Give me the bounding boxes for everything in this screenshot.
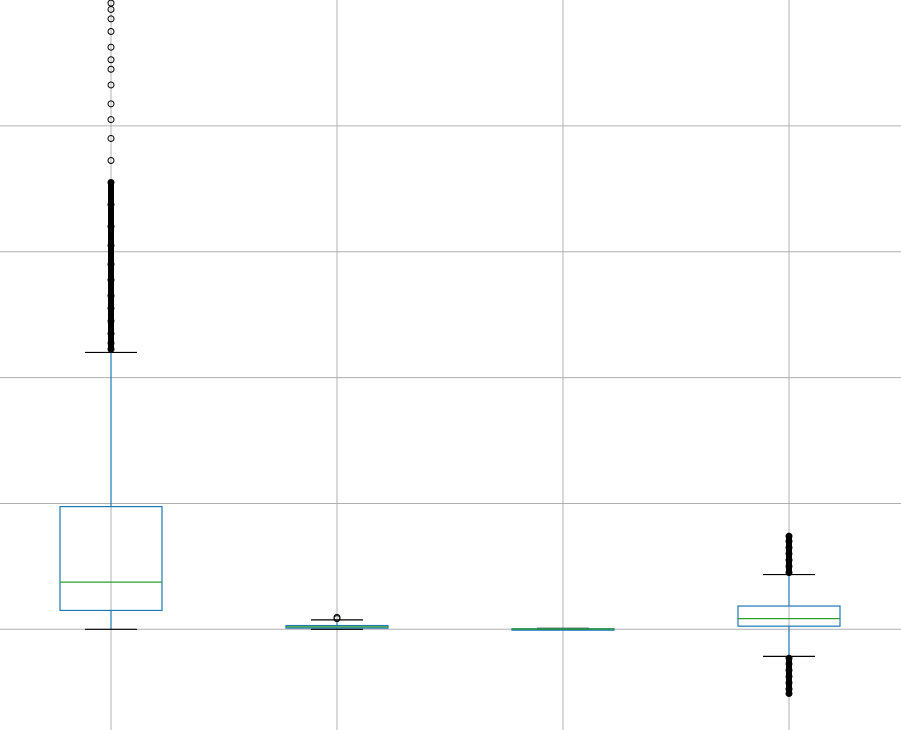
- boxes: [59, 0, 841, 697]
- outlier-point: [107, 56, 115, 64]
- box-iqr: [737, 605, 841, 627]
- outlier-point: [107, 156, 115, 164]
- box-group: [285, 613, 389, 630]
- box-iqr: [59, 505, 163, 612]
- box-group: [511, 627, 615, 631]
- outlier-point: [107, 15, 115, 23]
- outlier-point: [107, 43, 115, 51]
- outlier-point: [107, 116, 115, 124]
- outlier-point: [107, 81, 115, 89]
- outlier-point: [333, 613, 341, 621]
- outlier-point: [107, 65, 115, 73]
- outlier-point: [107, 100, 115, 108]
- outlier-point: [107, 0, 115, 7]
- outlier-point: [107, 27, 115, 35]
- outlier-point: [107, 134, 115, 142]
